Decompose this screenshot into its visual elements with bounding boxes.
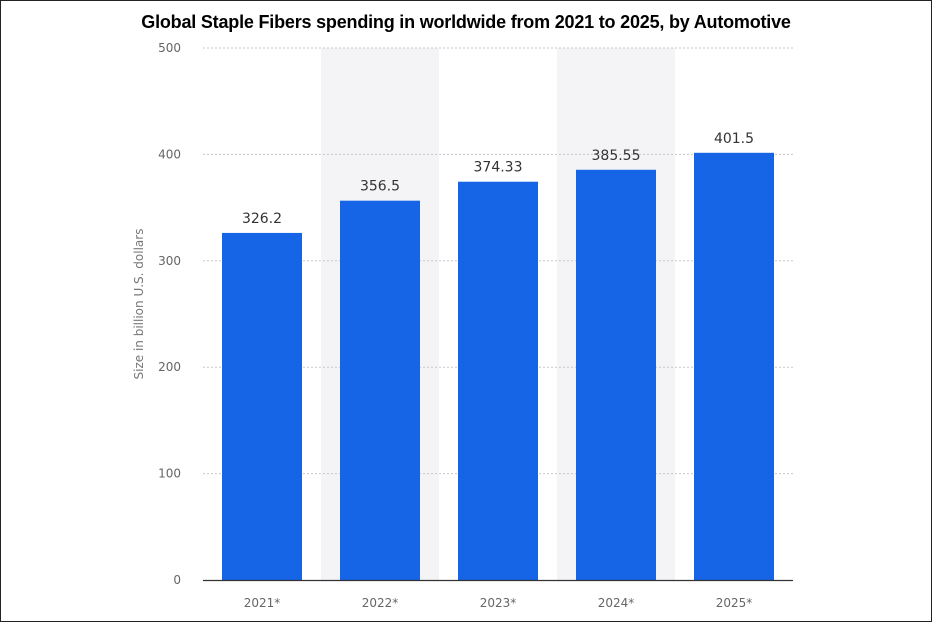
data-label: 374.33: [474, 160, 523, 176]
bar: [694, 152, 774, 580]
bar: [222, 232, 302, 580]
y-axis-ticks: 0 100 200 300 400 500: [158, 41, 181, 587]
data-labels: 326.2 356.5 374.33 385.55 401.5: [242, 131, 754, 227]
y-tick-label: 0: [173, 573, 181, 587]
y-tick-label: 500: [158, 41, 181, 55]
x-tick-label: 2021*: [244, 596, 281, 610]
y-tick-label: 200: [158, 360, 181, 374]
bar: [340, 200, 420, 580]
y-tick-label: 400: [158, 147, 181, 161]
bars: [222, 152, 774, 581]
data-label: 356.5: [360, 179, 400, 195]
data-label: 326.2: [242, 211, 282, 227]
data-label: 401.5: [714, 131, 754, 147]
chart-title: Global Staple Fibers spending in worldwi…: [141, 12, 791, 32]
data-label: 385.55: [592, 148, 641, 164]
y-axis-title: Size in billion U.S. dollars: [132, 229, 146, 380]
x-tick-label: 2024*: [598, 596, 635, 610]
x-tick-label: 2023*: [480, 596, 517, 610]
y-tick-label: 100: [158, 467, 181, 481]
bar: [576, 169, 656, 581]
x-tick-label: 2025*: [716, 596, 753, 610]
y-tick-label: 300: [158, 254, 181, 268]
x-tick-label: 2022*: [362, 596, 399, 610]
x-axis-ticks: 2021* 2022* 2023* 2024* 2025*: [244, 596, 753, 610]
bar: [458, 181, 538, 580]
